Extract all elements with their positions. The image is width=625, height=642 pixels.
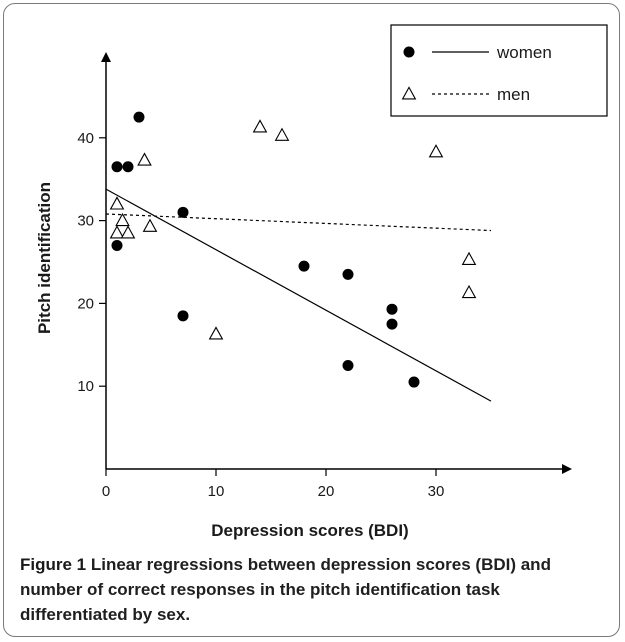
- x-tick-label: 0: [102, 483, 110, 500]
- y-tick-label: 20: [77, 295, 94, 312]
- men-point: [252, 119, 268, 133]
- men-point: [142, 218, 158, 232]
- women-point: [386, 303, 398, 315]
- caption-label: Figure 1: [20, 555, 87, 574]
- x-axis-label: Depression scores (BDI): [211, 521, 408, 540]
- women-point: [298, 260, 310, 272]
- y-tick-label: 30: [77, 213, 94, 230]
- women-regression-line: [105, 188, 492, 402]
- women-point: [408, 376, 420, 388]
- women-point: [342, 360, 354, 371]
- scatter-chart: 0 10 20 30 10 20 30 40 Depression scores (BDI) Pi…: [35, 24, 608, 540]
- women-point: [111, 161, 123, 173]
- men-point: [115, 212, 130, 227]
- caption-text: Linear regressions between depression sc…: [20, 555, 551, 624]
- legend: women men: [390, 24, 608, 117]
- men-point: [274, 127, 290, 141]
- men-point: [120, 225, 136, 239]
- men-point: [109, 196, 125, 210]
- women-point: [386, 318, 398, 330]
- men-point: [428, 144, 444, 158]
- women-point: [177, 206, 189, 218]
- women-point: [122, 161, 134, 173]
- legend-men-label: men: [497, 85, 530, 104]
- men-point: [461, 251, 477, 266]
- legend-women-label: women: [496, 43, 552, 62]
- men-point: [461, 284, 477, 299]
- x-axis-arrow: [562, 464, 572, 474]
- y-tick-label: 10: [77, 378, 94, 395]
- regression-lines: [105, 188, 492, 402]
- women-point: [111, 239, 123, 251]
- axes: 0 10 20 30 10 20 30 40 Depression scores (BDI) Pi…: [35, 52, 572, 540]
- women-point: [342, 268, 354, 280]
- legend-women-marker: [403, 46, 415, 58]
- x-tick-label: 30: [428, 483, 445, 500]
- women-point: [133, 111, 145, 123]
- men-point: [208, 326, 224, 340]
- x-tick-label: 20: [318, 483, 335, 500]
- women-point: [177, 310, 189, 322]
- y-tick-label: 40: [77, 130, 94, 147]
- y-axis-label: Pitch identification: [35, 182, 54, 334]
- men-point: [109, 225, 125, 239]
- data-points: [109, 111, 477, 388]
- men-point: [137, 152, 152, 166]
- legend-men-marker: [401, 86, 417, 100]
- x-tick-label: 10: [208, 483, 225, 500]
- y-axis-arrow: [101, 52, 111, 62]
- legend-box: [390, 24, 608, 117]
- figure-caption: Figure 1 Linear regressions between depr…: [20, 552, 610, 627]
- men-regression-line: [105, 213, 492, 232]
